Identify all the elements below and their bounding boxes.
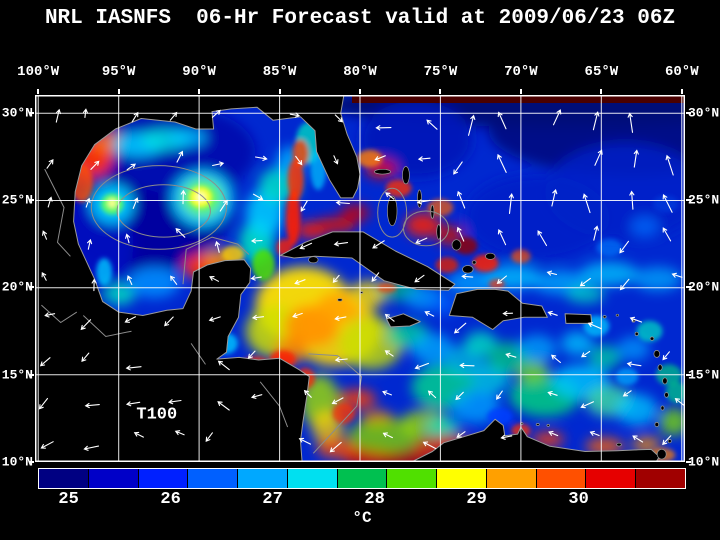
lon-axis-label: 70°W bbox=[504, 64, 538, 80]
lon-axis-tick bbox=[359, 89, 361, 94]
lon-axis-tick bbox=[117, 89, 120, 94]
lat-axis-label-right-tick bbox=[686, 373, 691, 376]
colorbar-segment bbox=[387, 469, 438, 488]
sponge-band bbox=[352, 95, 685, 103]
lat-axis-label-right: 25°N bbox=[688, 192, 720, 208]
lon-axis-tick bbox=[439, 89, 442, 94]
lat-axis-label-left-tick bbox=[29, 199, 34, 202]
lat-axis-label-right-tick bbox=[686, 199, 691, 202]
colorbar-segment bbox=[88, 469, 139, 488]
colorbar-tick-label: 25 bbox=[58, 490, 79, 509]
lat-axis-label-left: 25°N bbox=[1, 192, 33, 208]
lat-axis-label-right: 15°N bbox=[688, 367, 720, 383]
lat-axis-label-left-tick bbox=[29, 286, 34, 289]
lat-axis-label-right-tick bbox=[686, 460, 691, 463]
lat-axis-label-left: 10°N bbox=[1, 454, 33, 470]
bathymetry-contours bbox=[41, 165, 449, 454]
lon-axis-tick bbox=[37, 89, 40, 94]
lon-axis-label: 60°W bbox=[664, 64, 699, 80]
temperature-colorbar bbox=[38, 468, 686, 489]
lon-axis-tick bbox=[600, 89, 603, 94]
colorbar-segment bbox=[536, 469, 587, 488]
colorbar-tick-label: 28 bbox=[364, 490, 385, 509]
lon-axis-label: 75°W bbox=[423, 64, 458, 80]
lon-axis-label: 90°W bbox=[182, 64, 216, 80]
lat-axis-label-left: 30°N bbox=[1, 105, 33, 121]
lon-axis-tick bbox=[278, 89, 281, 94]
colorbar-segment bbox=[586, 469, 637, 488]
lat-axis-label-right-tick bbox=[686, 286, 691, 289]
lat-axis-label-right: 30°N bbox=[688, 105, 720, 121]
colorbar-segment bbox=[337, 469, 388, 488]
colorbar-segment bbox=[636, 469, 685, 488]
lon-axis-tick bbox=[198, 89, 201, 94]
lat-axis-label-right: 20°N bbox=[688, 279, 720, 295]
lat-axis-label-left-tick bbox=[29, 112, 34, 114]
colorbar-segment bbox=[287, 469, 338, 488]
map-frame bbox=[35, 95, 685, 462]
lat-axis-label-left: 20°N bbox=[1, 279, 33, 295]
depth-annotation: T100 bbox=[136, 405, 177, 424]
page-title: NRL IASNFS 06-Hr Forecast valid at 2009/… bbox=[44, 7, 676, 30]
lat-axis-label-left-tick bbox=[29, 373, 34, 376]
colorbar-unit-label: °C bbox=[352, 509, 372, 527]
lon-axis-label: 100°W bbox=[17, 64, 60, 80]
lon-axis-label: 80°W bbox=[343, 64, 377, 80]
lat-axis-label-right: 10°N bbox=[688, 454, 720, 470]
lat-axis-label-right-tick bbox=[686, 112, 691, 114]
colorbar-tick-label: 30 bbox=[568, 490, 589, 509]
colorbar-segment bbox=[39, 469, 89, 488]
lon-axis-label: 95°W bbox=[101, 64, 136, 80]
lon-axis-label: 65°W bbox=[584, 64, 619, 80]
colorbar-segment bbox=[437, 469, 487, 488]
graticule bbox=[35, 95, 685, 462]
current-vectors bbox=[38, 108, 685, 453]
colorbar-segment bbox=[486, 469, 537, 488]
colorbar-tick-label: 26 bbox=[160, 490, 181, 509]
colorbar-segment bbox=[238, 469, 288, 488]
lat-axis-label-left-tick bbox=[29, 460, 34, 463]
colorbar-tick-label: 29 bbox=[466, 490, 487, 509]
forecast-map: T100 bbox=[35, 95, 685, 462]
lon-axis-label: 85°W bbox=[262, 64, 297, 80]
lat-axis-label-left: 15°N bbox=[1, 367, 33, 383]
lon-axis-tick bbox=[519, 89, 522, 94]
colorbar-segment bbox=[188, 469, 239, 488]
colorbar-segment bbox=[138, 469, 189, 488]
landmasses bbox=[35, 95, 660, 462]
lon-axis-tick bbox=[680, 89, 683, 94]
colorbar-tick-label: 27 bbox=[262, 490, 283, 509]
